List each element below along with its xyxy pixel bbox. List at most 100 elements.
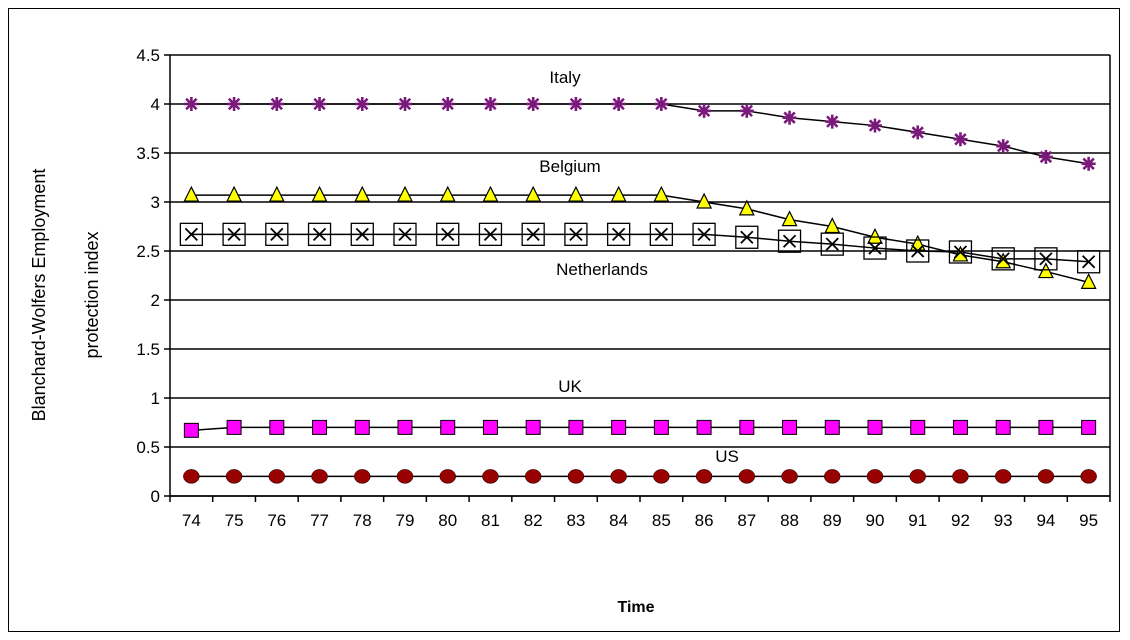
point-uk bbox=[739, 419, 755, 435]
y-tick-label: 2.5 bbox=[136, 242, 160, 261]
point-uk bbox=[269, 419, 285, 435]
x-tick-label: 95 bbox=[1079, 511, 1098, 530]
y-tick-label: 1.5 bbox=[136, 340, 160, 359]
point-belgium bbox=[567, 185, 584, 202]
point-uk bbox=[312, 419, 328, 435]
point-us bbox=[909, 469, 926, 484]
series-points bbox=[179, 97, 1101, 484]
x-tick-label: 92 bbox=[951, 511, 970, 530]
point-uk bbox=[824, 419, 840, 435]
x-tick-label: 82 bbox=[524, 511, 543, 530]
line-uk bbox=[191, 426, 1089, 432]
x-tick-label: 78 bbox=[353, 511, 372, 530]
point-netherlands bbox=[991, 247, 1015, 271]
point-italy bbox=[697, 103, 712, 118]
point-belgium bbox=[354, 185, 371, 202]
line-netherlands bbox=[191, 233, 1089, 263]
point-italy bbox=[483, 97, 498, 111]
point-italy bbox=[568, 97, 583, 111]
y-axis-title-line1: Blanchard-Wolfers Employment bbox=[29, 169, 49, 422]
point-belgium bbox=[1080, 273, 1097, 289]
series-label-us: US bbox=[715, 447, 739, 466]
chart-frame bbox=[8, 8, 1120, 632]
point-netherlands bbox=[521, 222, 545, 246]
point-us bbox=[824, 469, 841, 484]
point-netherlands bbox=[393, 222, 417, 246]
x-tick-label: 86 bbox=[695, 511, 714, 530]
point-netherlands bbox=[863, 236, 887, 260]
point-uk bbox=[952, 419, 968, 435]
point-netherlands bbox=[436, 222, 460, 246]
point-us bbox=[1037, 469, 1055, 484]
point-belgium bbox=[952, 245, 969, 262]
point-uk bbox=[397, 419, 413, 435]
point-uk bbox=[696, 419, 712, 435]
point-us bbox=[225, 469, 243, 484]
point-uk bbox=[995, 419, 1011, 435]
y-tick-label: 4 bbox=[151, 95, 160, 114]
point-uk bbox=[568, 419, 584, 435]
x-tick-label: 94 bbox=[1036, 511, 1055, 530]
point-belgium bbox=[696, 192, 713, 209]
x-tick-label: 90 bbox=[866, 511, 885, 530]
point-italy bbox=[440, 97, 455, 111]
point-uk bbox=[611, 419, 627, 435]
point-belgium bbox=[653, 185, 670, 202]
y-axis-title-line2: protection index bbox=[82, 231, 102, 358]
point-belgium bbox=[738, 199, 755, 216]
point-italy bbox=[312, 97, 327, 111]
point-us bbox=[1080, 469, 1097, 484]
point-us bbox=[781, 469, 798, 484]
point-netherlands bbox=[179, 222, 204, 246]
point-italy bbox=[1081, 156, 1096, 171]
point-netherlands bbox=[564, 222, 588, 246]
point-uk bbox=[653, 419, 669, 435]
point-belgium bbox=[482, 185, 499, 202]
point-uk bbox=[354, 419, 370, 435]
point-netherlands bbox=[350, 222, 374, 246]
point-netherlands bbox=[820, 232, 844, 256]
series-label-italy: Italy bbox=[549, 68, 581, 87]
x-axis-title: Time bbox=[617, 599, 654, 616]
point-netherlands bbox=[777, 229, 802, 253]
point-italy bbox=[355, 97, 370, 111]
y-tick-label: 2 bbox=[151, 291, 160, 310]
point-netherlands bbox=[307, 222, 332, 246]
point-belgium bbox=[183, 185, 200, 202]
point-netherlands bbox=[478, 222, 503, 246]
point-belgium bbox=[867, 227, 883, 244]
point-belgium bbox=[311, 185, 328, 202]
series-lines bbox=[191, 103, 1089, 478]
point-netherlands bbox=[692, 222, 716, 246]
point-italy bbox=[654, 97, 669, 111]
series-label-netherlands: Netherlands bbox=[556, 260, 648, 279]
x-tick-label: 83 bbox=[566, 511, 585, 530]
line-italy bbox=[191, 103, 1089, 165]
line-belgium bbox=[191, 194, 1089, 284]
point-italy bbox=[739, 103, 754, 118]
point-uk bbox=[1081, 419, 1097, 435]
series-label-belgium: Belgium bbox=[539, 157, 600, 176]
point-netherlands bbox=[906, 239, 930, 263]
point-us bbox=[567, 469, 585, 484]
series-labels: Italy Belgium Netherlands UK US bbox=[539, 68, 739, 466]
x-tick-label: 88 bbox=[780, 511, 799, 530]
point-italy bbox=[996, 139, 1011, 154]
point-italy bbox=[526, 97, 541, 111]
point-us bbox=[268, 469, 286, 484]
point-us bbox=[439, 469, 456, 484]
point-italy bbox=[269, 97, 284, 111]
point-netherlands bbox=[1076, 250, 1101, 274]
point-netherlands bbox=[265, 222, 289, 246]
point-us bbox=[952, 469, 969, 484]
x-tick-label: 76 bbox=[267, 511, 286, 530]
point-belgium bbox=[1037, 262, 1054, 279]
y-tick-label: 0 bbox=[151, 487, 160, 506]
x-tick-label: 85 bbox=[652, 511, 671, 530]
point-netherlands bbox=[948, 240, 973, 264]
point-netherlands bbox=[649, 222, 674, 246]
point-netherlands bbox=[222, 222, 246, 246]
point-belgium bbox=[397, 185, 413, 202]
y-tick-label: 0.5 bbox=[136, 438, 160, 457]
point-italy bbox=[398, 97, 412, 111]
